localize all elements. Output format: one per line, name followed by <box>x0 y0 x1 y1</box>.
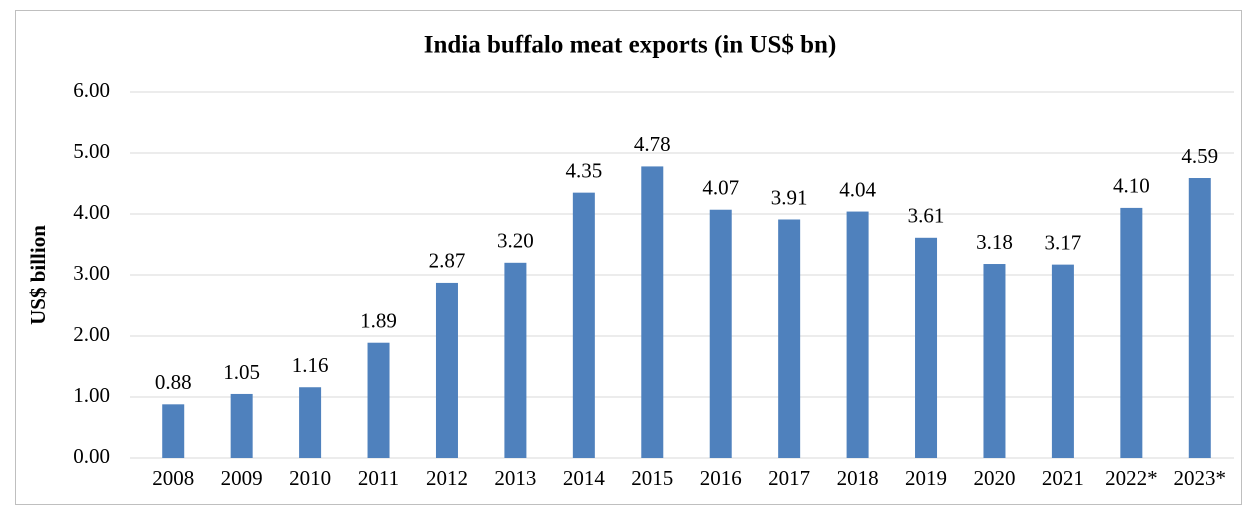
bar <box>367 342 390 458</box>
y-tick-label: 0.00 <box>73 444 110 468</box>
y-tick-label: 4.00 <box>73 200 110 224</box>
bar <box>709 209 732 458</box>
data-label: 4.78 <box>634 132 671 156</box>
x-tick-label: 2023* <box>1174 466 1227 490</box>
bar <box>1051 264 1074 458</box>
data-label: 3.18 <box>976 230 1013 254</box>
data-label: 1.05 <box>223 360 260 384</box>
y-axis-title: US$ billion <box>26 225 50 325</box>
x-tick-label: 2020 <box>973 466 1015 490</box>
data-label: 1.16 <box>292 353 329 377</box>
data-label: 4.04 <box>839 177 876 201</box>
x-tick-label: 2010 <box>289 466 331 490</box>
data-label: 4.59 <box>1181 144 1218 168</box>
data-label: 0.88 <box>155 370 192 394</box>
x-tick-label: 2016 <box>700 466 742 490</box>
data-label: 3.91 <box>771 185 808 209</box>
x-tick-label: 2014 <box>563 466 606 490</box>
bar <box>915 237 938 458</box>
bar <box>983 264 1006 458</box>
bar <box>504 262 527 458</box>
x-tick-label: 2013 <box>494 466 536 490</box>
chart-title: India buffalo meat exports (in US$ bn) <box>424 32 837 59</box>
data-label: 1.89 <box>360 309 397 333</box>
data-label: 3.61 <box>908 204 945 228</box>
x-tick-label: 2018 <box>837 466 879 490</box>
x-tick-label: 2017 <box>768 466 810 490</box>
bar <box>572 192 595 458</box>
bar <box>778 219 801 458</box>
chart-frame <box>15 10 1242 505</box>
x-tick-label: 2015 <box>631 466 673 490</box>
data-label: 2.87 <box>429 249 466 273</box>
bar <box>846 211 869 458</box>
bar <box>162 404 185 458</box>
x-tick-label: 2009 <box>221 466 263 490</box>
x-tick-label: 2019 <box>905 466 947 490</box>
y-tick-label: 1.00 <box>73 383 110 407</box>
data-label: 4.07 <box>702 176 739 200</box>
data-label: 4.35 <box>565 158 602 182</box>
y-tick-label: 5.00 <box>73 139 110 163</box>
x-tick-label: 2021 <box>1042 466 1084 490</box>
data-label: 4.10 <box>1113 174 1150 198</box>
x-tick-label: 2008 <box>152 466 194 490</box>
data-label: 3.20 <box>497 229 534 253</box>
bar <box>230 393 253 458</box>
y-tick-label: 2.00 <box>73 322 110 346</box>
x-tick-label: 2012 <box>426 466 468 490</box>
bar <box>1188 178 1211 458</box>
x-tick-label: 2011 <box>358 466 399 490</box>
x-tick-label: 2022* <box>1105 466 1158 490</box>
bar <box>1120 207 1143 458</box>
data-label: 3.17 <box>1045 230 1082 254</box>
bar <box>435 282 458 458</box>
bar <box>641 166 664 459</box>
bar <box>299 387 322 458</box>
y-tick-label: 6.00 <box>73 78 110 102</box>
y-tick-label: 3.00 <box>73 261 110 285</box>
